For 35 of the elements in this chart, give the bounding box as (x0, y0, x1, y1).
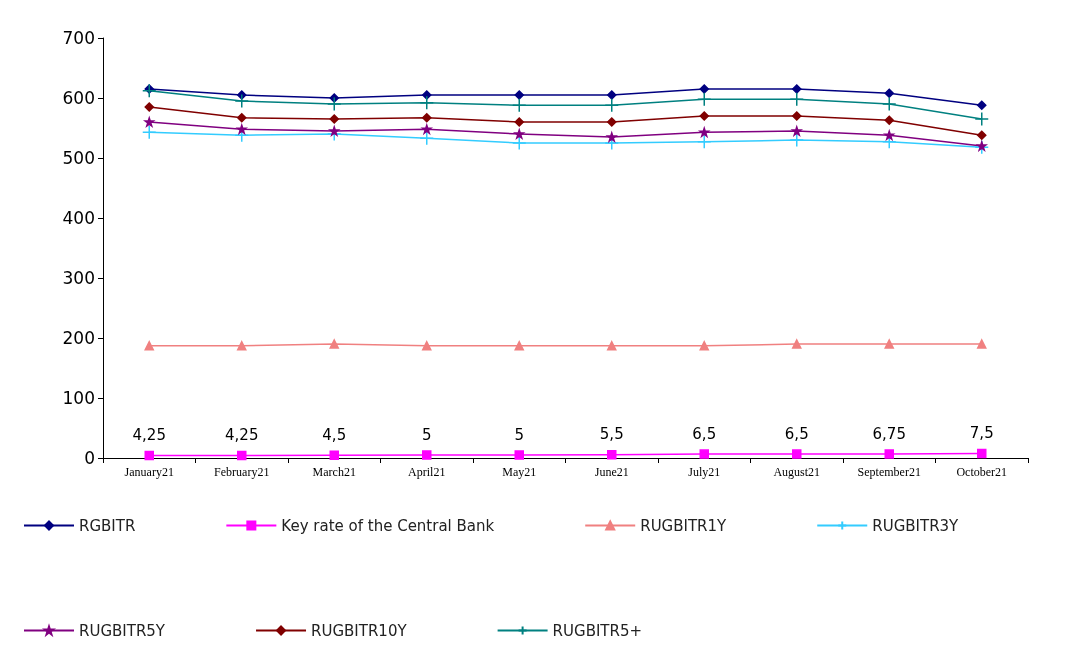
legend-label: RUGBITR1Y (640, 516, 728, 535)
data-label: 4,25 (132, 426, 166, 445)
x-tick-label: January21 (124, 465, 174, 479)
x-tick-label: October21 (956, 465, 1008, 479)
data-label: 7,5 (969, 424, 994, 443)
x-tick-label: September21 (857, 465, 921, 479)
x-tick-label: May21 (502, 465, 537, 479)
data-label: 4,25 (225, 426, 259, 445)
x-tick-label: July21 (688, 465, 721, 479)
y-tick-label: 700 (62, 28, 95, 48)
data-label: 5,5 (599, 425, 624, 444)
x-tick-label: April21 (408, 465, 446, 479)
y-tick-label: 600 (62, 88, 95, 108)
legend-label: RUGBITR5Y (79, 621, 166, 640)
x-tick-label: March21 (312, 465, 356, 479)
x-tick-label: June21 (594, 465, 629, 479)
y-tick-label: 400 (62, 208, 95, 228)
legend-label: Key rate of the Central Bank (281, 516, 495, 535)
data-label: 4,5 (322, 426, 347, 445)
y-tick-label: 0 (84, 448, 95, 468)
y-tick-label: 100 (62, 388, 95, 408)
data-label: 5 (421, 425, 432, 444)
data-label: 6,5 (784, 424, 809, 443)
legend-label: RGBITR (79, 516, 136, 535)
y-tick-label: 200 (62, 328, 95, 348)
legend-label: RUGBITR3Y (872, 516, 960, 535)
y-tick-label: 500 (62, 148, 95, 168)
legend-label: RUGBITR5+ (552, 621, 643, 640)
x-tick-label: February21 (214, 465, 270, 479)
data-label: 6,5 (692, 424, 717, 443)
data-label: 5 (514, 425, 525, 444)
x-tick-label: August21 (773, 465, 821, 479)
legend-label: RUGBITR10Y (311, 621, 408, 640)
data-label: 6,75 (872, 424, 906, 443)
y-tick-label: 300 (62, 268, 95, 288)
